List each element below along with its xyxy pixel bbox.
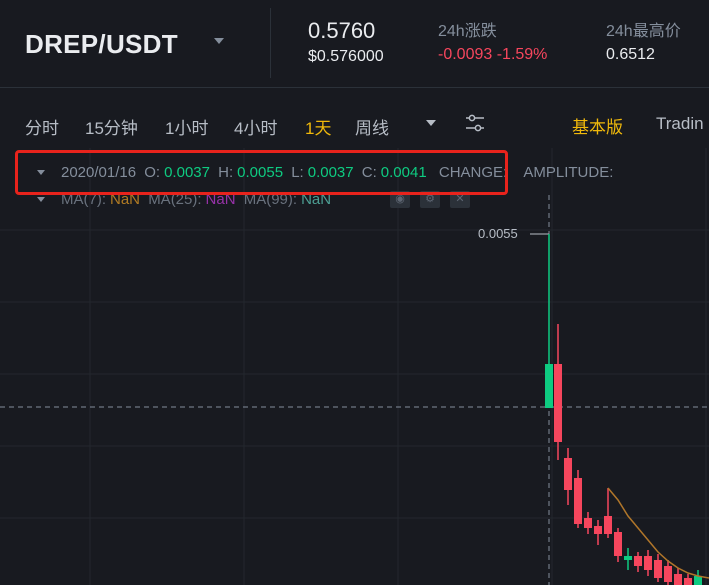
legend-high-label: H: (218, 164, 234, 181)
legend-date: 2020/01/16 (61, 164, 137, 181)
candle-body (684, 578, 692, 585)
ma99-value: NaN (301, 191, 332, 208)
interval-tab-week[interactable]: 周线 (355, 119, 389, 138)
last-price-usd: $0.576000 (308, 48, 384, 65)
candle-body (644, 556, 652, 570)
legend-change-label: CHANGE: (438, 164, 508, 181)
candle-body (574, 478, 582, 524)
header-divider (270, 8, 271, 78)
ma-legend: MA(7): NaN MA(25): NaN MA(99): NaN (61, 191, 335, 208)
ma-remove-close-icon[interactable]: ✕ (450, 191, 470, 208)
candle-body (624, 556, 632, 560)
interval-tab-4h[interactable]: 4小时 (234, 119, 278, 138)
ma99-label: MA(99): (243, 191, 298, 208)
last-price: 0.5760 (308, 18, 376, 43)
candle-body (634, 556, 642, 566)
ma-collapse-caret-icon[interactable] (37, 197, 45, 202)
candle-body (584, 518, 592, 528)
ticker-header (0, 0, 709, 88)
legend-open-value: 0.0037 (164, 164, 210, 181)
candle-body (674, 574, 682, 585)
legend-high-value: 0.0055 (237, 164, 284, 181)
pair-title[interactable]: DREP/USDT (25, 29, 178, 59)
legend-close-value: 0.0041 (380, 164, 427, 181)
ma25-value: NaN (205, 191, 236, 208)
high-24h-label: 24h最高价 (606, 23, 681, 40)
candle-body (654, 560, 662, 578)
candle-body (545, 364, 553, 408)
legend-amplitude-label: AMPLITUDE: (523, 164, 614, 181)
interval-tab-timeline[interactable]: 分时 (25, 119, 59, 138)
ma7-value: NaN (110, 191, 141, 208)
ma7-label: MA(7): (61, 191, 106, 208)
tradingview-tab[interactable]: Tradin (656, 114, 704, 133)
chart-grid (0, 148, 709, 585)
candles (545, 234, 702, 585)
legend-low-label: L: (291, 164, 304, 181)
ma25-label: MA(25): (148, 191, 202, 208)
candle-body (664, 566, 672, 582)
candle-body (554, 364, 562, 442)
interval-tab-1d[interactable]: 1天 (305, 119, 332, 138)
legend-open-label: O: (144, 164, 161, 181)
more-intervals-caret-icon[interactable] (426, 120, 436, 126)
candle-body (604, 516, 612, 534)
change-24h-label: 24h涨跌 (438, 23, 497, 40)
candlestick-chart[interactable] (0, 148, 709, 585)
interval-tab-1h[interactable]: 1小时 (165, 119, 209, 138)
change-24h-value: -0.0093 -1.59% (438, 46, 548, 63)
legend-close-label: C: (361, 164, 377, 181)
candle-body (564, 458, 572, 490)
highlight-annotation-box (15, 150, 508, 195)
high-24h-value: 0.6512 (606, 46, 655, 63)
legend-low-value: 0.0037 (307, 164, 354, 181)
ma7-line (607, 487, 709, 579)
ma-visibility-eye-icon[interactable]: ◉ (390, 191, 410, 208)
legend-collapse-caret-icon[interactable] (37, 170, 45, 175)
interval-tab-15m[interactable]: 15分钟 (85, 119, 138, 138)
candle-body (594, 526, 602, 534)
basic-view-tab[interactable]: 基本版 (572, 118, 623, 137)
candle-body (614, 532, 622, 556)
pair-dropdown-caret-icon[interactable] (214, 38, 224, 44)
ohlc-legend: 2020/01/16 O: 0.0037 H: 0.0055 L: 0.0037 C:… (61, 164, 617, 181)
indicator-settings-icon[interactable] (465, 114, 485, 132)
candle-body (694, 576, 702, 585)
ma-settings-gear-icon[interactable]: ⚙ (420, 191, 440, 208)
price-axis-tag: 0.0055 (478, 226, 518, 241)
